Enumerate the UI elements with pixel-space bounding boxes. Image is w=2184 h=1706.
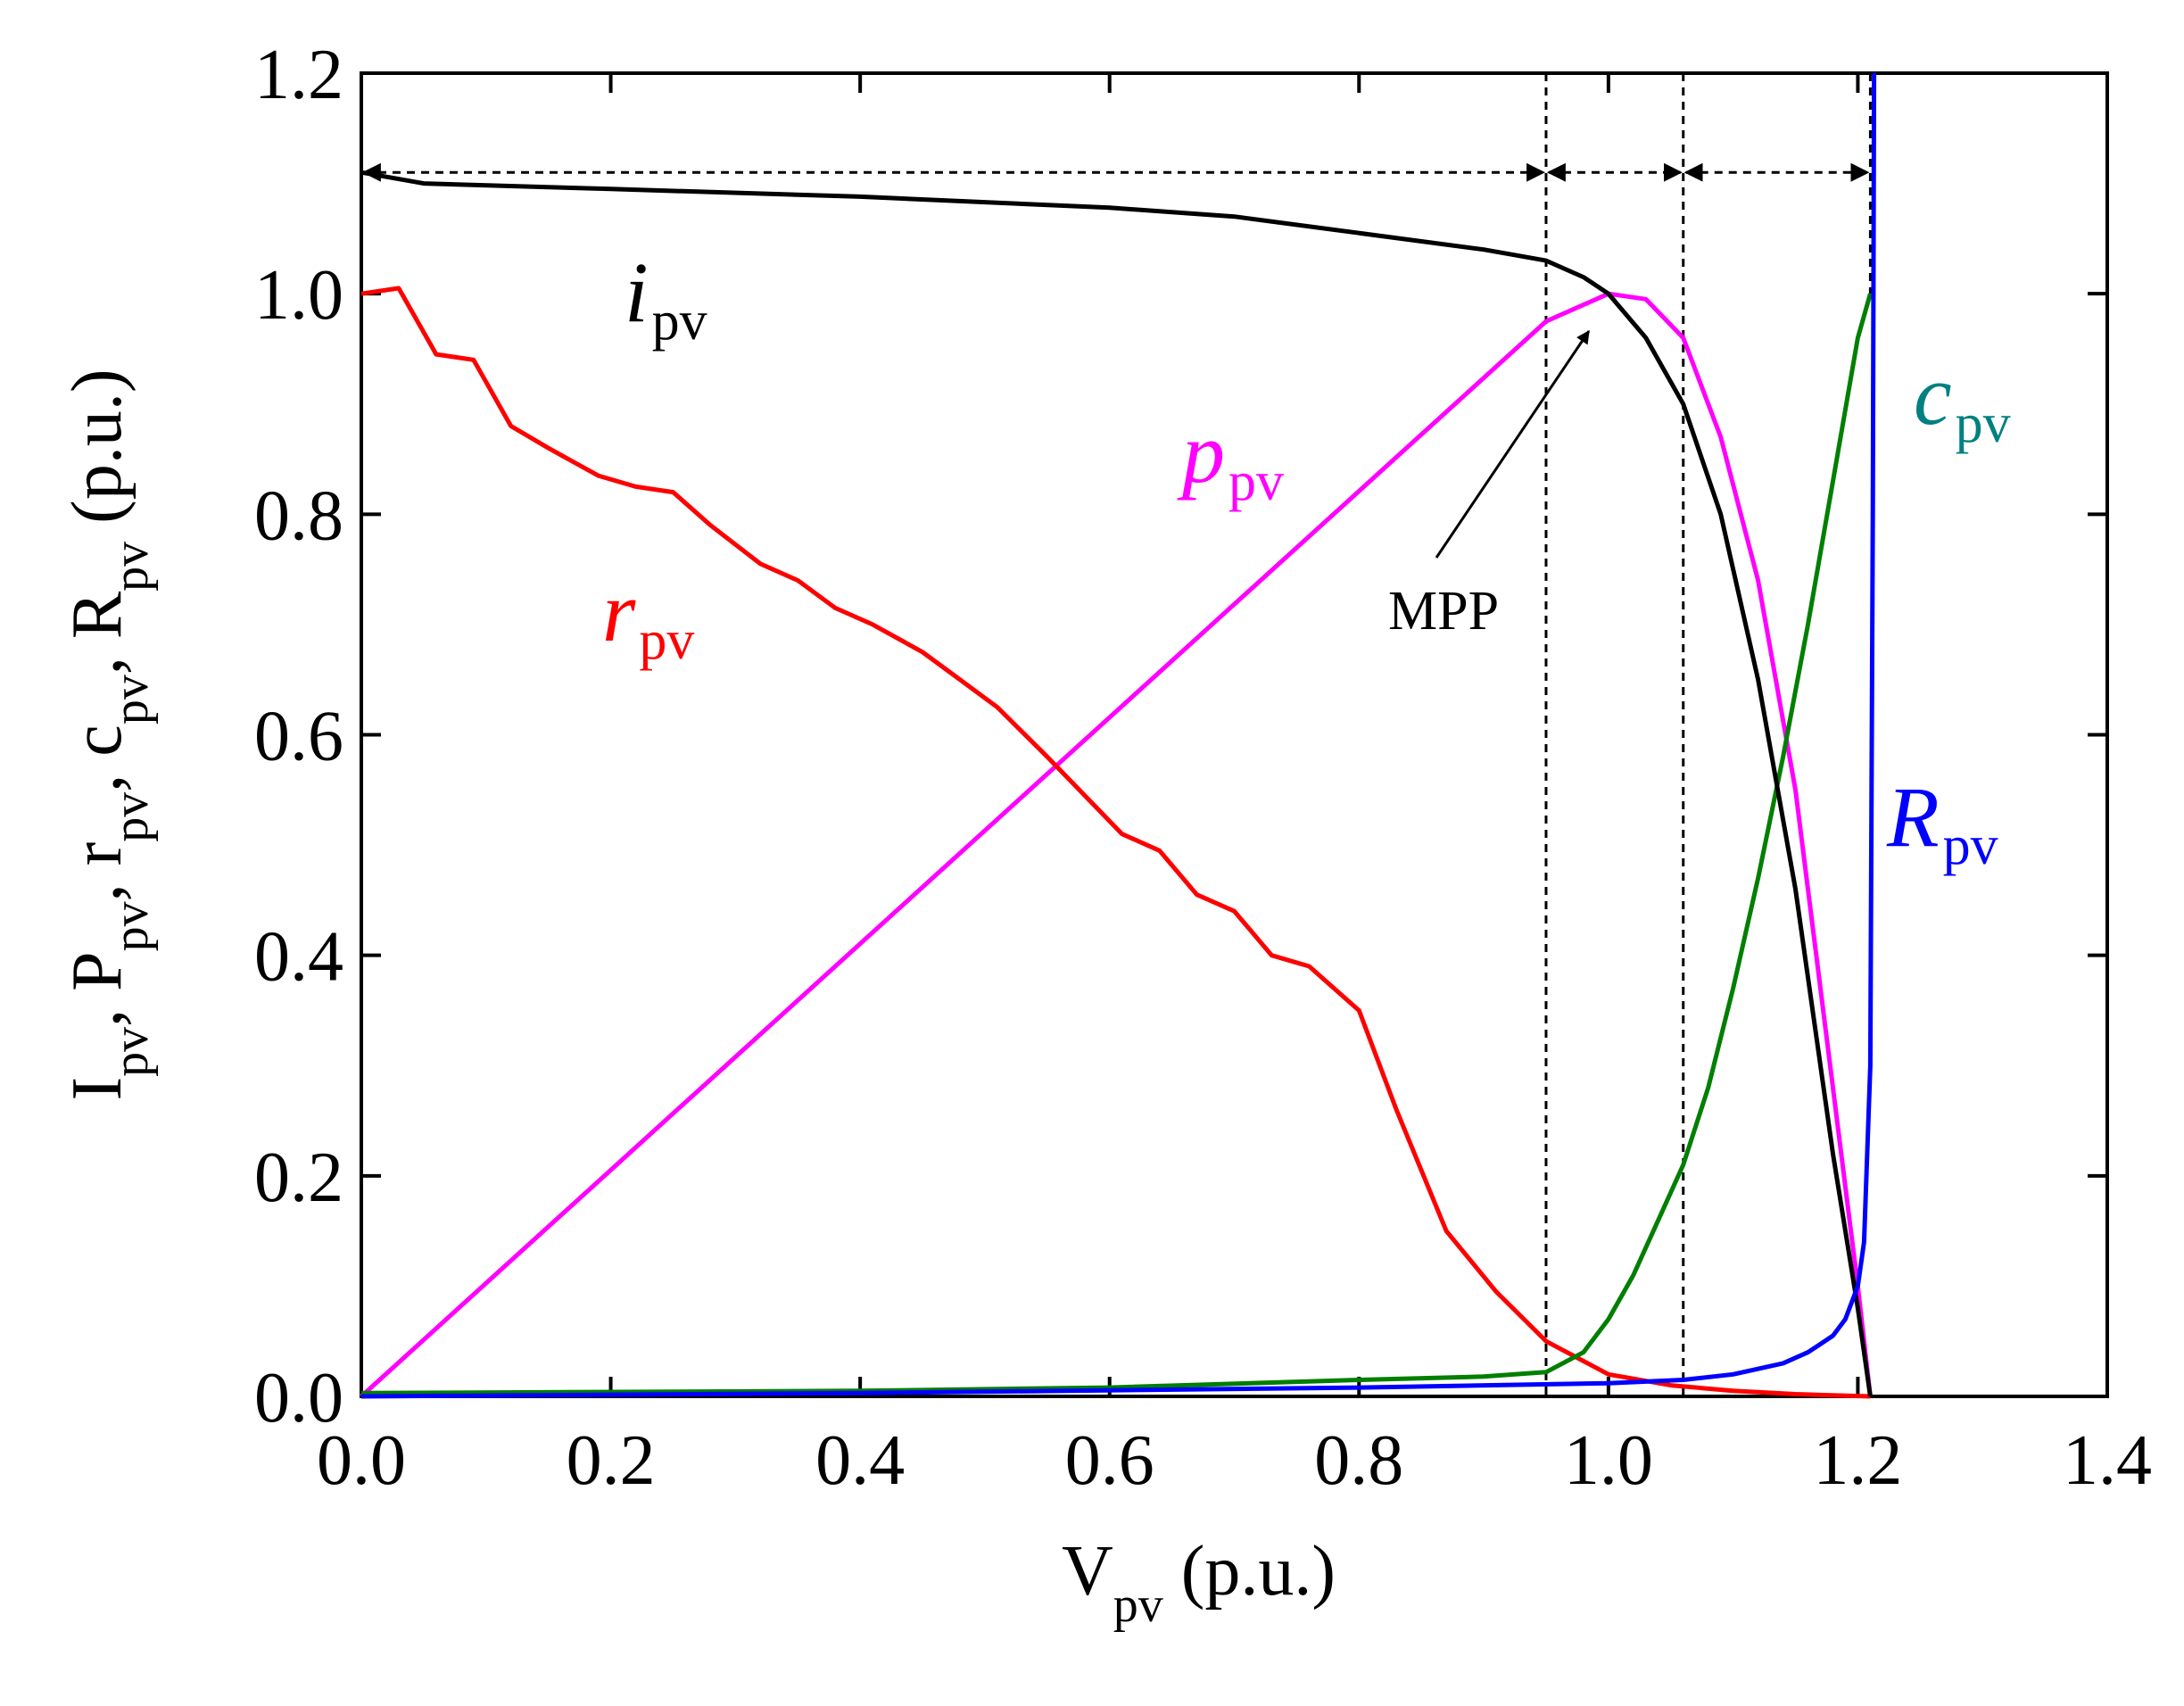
y-tick-label: 1.2 bbox=[254, 36, 343, 114]
y-axis-label-part: I bbox=[58, 1077, 136, 1101]
x-tick-label: 0.8 bbox=[1314, 1421, 1403, 1500]
mpp-label: MPP bbox=[1388, 581, 1499, 642]
y-axis-label-part: P bbox=[58, 951, 136, 991]
y-axis-label-unit: (p.u.) bbox=[58, 369, 136, 524]
y-tick-label: 0.2 bbox=[254, 1139, 343, 1217]
series-line-p-pv bbox=[360, 291, 1873, 1398]
x-tick-label: 1.4 bbox=[2063, 1421, 2152, 1500]
y-tick-label: 0.0 bbox=[254, 1359, 343, 1437]
y-axis-label: Ipv, Ppv, rpv, cpv, Rpv (p.u.) bbox=[58, 369, 159, 1101]
x-tick-label: 0.4 bbox=[815, 1421, 905, 1500]
x-tick-label: 0.6 bbox=[1065, 1421, 1154, 1500]
y-axis-label-part: c bbox=[58, 725, 136, 757]
series-labels: ipv ppv rpv cpv Rpv bbox=[602, 244, 2011, 876]
x-axis-label-unit: (p.u.) bbox=[1181, 1532, 1336, 1611]
x-axis-label-main: V bbox=[1062, 1532, 1113, 1611]
y-axis-label-part: R bbox=[58, 591, 136, 639]
series-line-i-pv bbox=[360, 170, 1873, 1397]
series-line-R-pv bbox=[360, 72, 1877, 1399]
y-tick-label: 0.4 bbox=[254, 918, 343, 997]
series-label-R-pv: Rpv bbox=[1886, 769, 1998, 876]
series-label-i-pv: ipv bbox=[625, 244, 707, 352]
y-tick-label: 1.0 bbox=[254, 256, 343, 335]
series-label-r-pv: rpv bbox=[602, 564, 694, 671]
series-label-c-pv: cpv bbox=[1914, 347, 2011, 454]
x-axis-label-sub: pv bbox=[1113, 1578, 1163, 1633]
series-line-r-pv bbox=[360, 286, 1871, 1399]
x-axis-label: Vpv (p.u.) bbox=[1062, 1532, 1336, 1633]
axis-ticks: 0.0 0.2 0.4 0.6 0.8 1.0 1.2 1.4 0.0 0.2 0.4 0.6 0.8 1… bbox=[254, 36, 2152, 1500]
y-tick-label: 0.8 bbox=[254, 476, 343, 555]
x-tick-label: 0.0 bbox=[317, 1421, 406, 1500]
x-tick-label: 1.2 bbox=[1813, 1421, 1902, 1500]
data-series bbox=[360, 72, 1877, 1399]
series-label-p-pv: ppv bbox=[1177, 405, 1284, 512]
x-tick-label: 1.0 bbox=[1564, 1421, 1653, 1500]
annotations: MPP bbox=[361, 73, 1872, 1396]
y-axis-label-part: r bbox=[58, 842, 136, 866]
y-tick-label: 0.6 bbox=[254, 698, 343, 776]
mpp-arrow bbox=[1435, 329, 1591, 559]
series-line-c-pv bbox=[360, 293, 1873, 1395]
x-tick-label: 0.2 bbox=[567, 1421, 656, 1500]
